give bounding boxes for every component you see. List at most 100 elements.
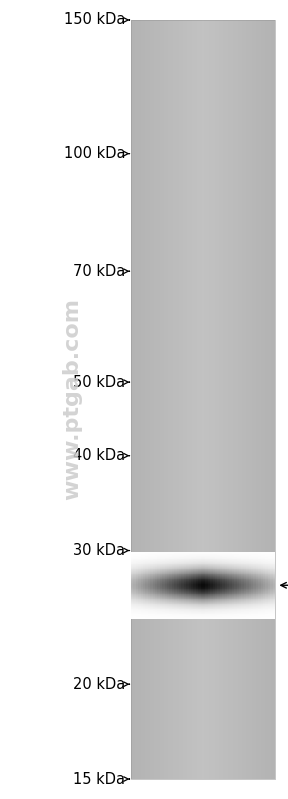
Bar xyxy=(160,574,162,575)
Bar xyxy=(150,596,153,597)
Bar xyxy=(213,574,215,575)
Bar xyxy=(155,558,158,559)
Bar xyxy=(230,571,232,572)
Bar xyxy=(215,590,217,591)
Bar xyxy=(227,578,230,579)
Bar xyxy=(165,599,167,600)
Bar xyxy=(145,574,148,575)
Bar xyxy=(160,599,162,600)
Bar xyxy=(246,609,249,610)
Bar xyxy=(241,557,244,558)
Bar xyxy=(169,593,172,594)
Bar xyxy=(213,553,215,554)
Bar xyxy=(268,558,270,559)
Bar xyxy=(181,566,184,567)
Bar xyxy=(160,607,162,608)
Bar xyxy=(213,596,215,597)
Bar xyxy=(153,611,155,612)
Bar xyxy=(217,587,220,588)
Bar xyxy=(162,606,165,607)
Bar xyxy=(215,598,217,599)
Bar xyxy=(160,612,162,613)
Bar xyxy=(225,617,227,618)
Text: 15 kDa: 15 kDa xyxy=(73,772,125,786)
Bar xyxy=(227,602,230,603)
Bar xyxy=(177,576,179,577)
Bar xyxy=(172,603,174,605)
Bar xyxy=(246,606,249,607)
Bar xyxy=(158,577,160,578)
Bar xyxy=(194,617,196,618)
Bar xyxy=(138,565,141,566)
Bar xyxy=(141,20,143,779)
Bar xyxy=(179,591,181,592)
Bar xyxy=(172,564,174,565)
Bar xyxy=(148,606,150,607)
Bar xyxy=(270,595,273,596)
Bar xyxy=(239,607,241,608)
Bar xyxy=(186,569,189,570)
Bar xyxy=(148,605,150,606)
Bar xyxy=(237,584,239,585)
Bar xyxy=(177,591,179,592)
Bar xyxy=(251,612,253,613)
Bar xyxy=(241,567,244,568)
Bar xyxy=(225,611,227,612)
Bar xyxy=(270,602,273,603)
Bar xyxy=(253,554,256,555)
Bar xyxy=(189,602,191,603)
Bar xyxy=(253,616,256,617)
Bar xyxy=(194,594,196,595)
Bar xyxy=(258,609,261,610)
Bar xyxy=(172,600,174,601)
Bar xyxy=(205,563,208,564)
Bar xyxy=(186,566,189,567)
Bar xyxy=(210,562,213,563)
Bar xyxy=(181,579,184,580)
Bar xyxy=(172,588,174,589)
Bar xyxy=(143,610,145,611)
Bar xyxy=(189,603,191,605)
Bar xyxy=(256,601,258,602)
Bar xyxy=(217,614,220,615)
Bar xyxy=(150,607,153,608)
Bar xyxy=(246,559,249,560)
Bar xyxy=(217,568,220,569)
Bar xyxy=(160,595,162,596)
Bar xyxy=(203,596,205,597)
Bar xyxy=(191,571,194,572)
Bar xyxy=(133,614,136,615)
Bar xyxy=(215,603,217,605)
Bar xyxy=(273,613,275,614)
Bar xyxy=(222,612,225,613)
Bar xyxy=(258,571,261,572)
Bar xyxy=(270,583,273,584)
Bar xyxy=(222,605,225,606)
Bar xyxy=(179,590,181,591)
Bar xyxy=(249,595,251,596)
Bar xyxy=(237,579,239,580)
Bar xyxy=(160,564,162,565)
Bar xyxy=(133,616,136,617)
Bar xyxy=(263,593,266,594)
Bar xyxy=(232,606,234,607)
Bar xyxy=(160,568,162,569)
Bar xyxy=(227,609,230,610)
Bar xyxy=(220,580,222,581)
Bar xyxy=(160,567,162,568)
Bar xyxy=(230,617,232,618)
Bar xyxy=(201,563,203,564)
Bar xyxy=(143,601,145,602)
Bar xyxy=(258,600,261,601)
Bar xyxy=(174,584,177,585)
Bar xyxy=(273,617,275,618)
Bar xyxy=(203,614,205,615)
Bar xyxy=(205,558,208,559)
Bar xyxy=(268,564,270,565)
Bar xyxy=(226,20,228,779)
Bar xyxy=(179,574,181,575)
Bar xyxy=(244,601,246,602)
Bar xyxy=(179,575,181,576)
Bar xyxy=(258,589,261,590)
Bar xyxy=(241,576,244,577)
